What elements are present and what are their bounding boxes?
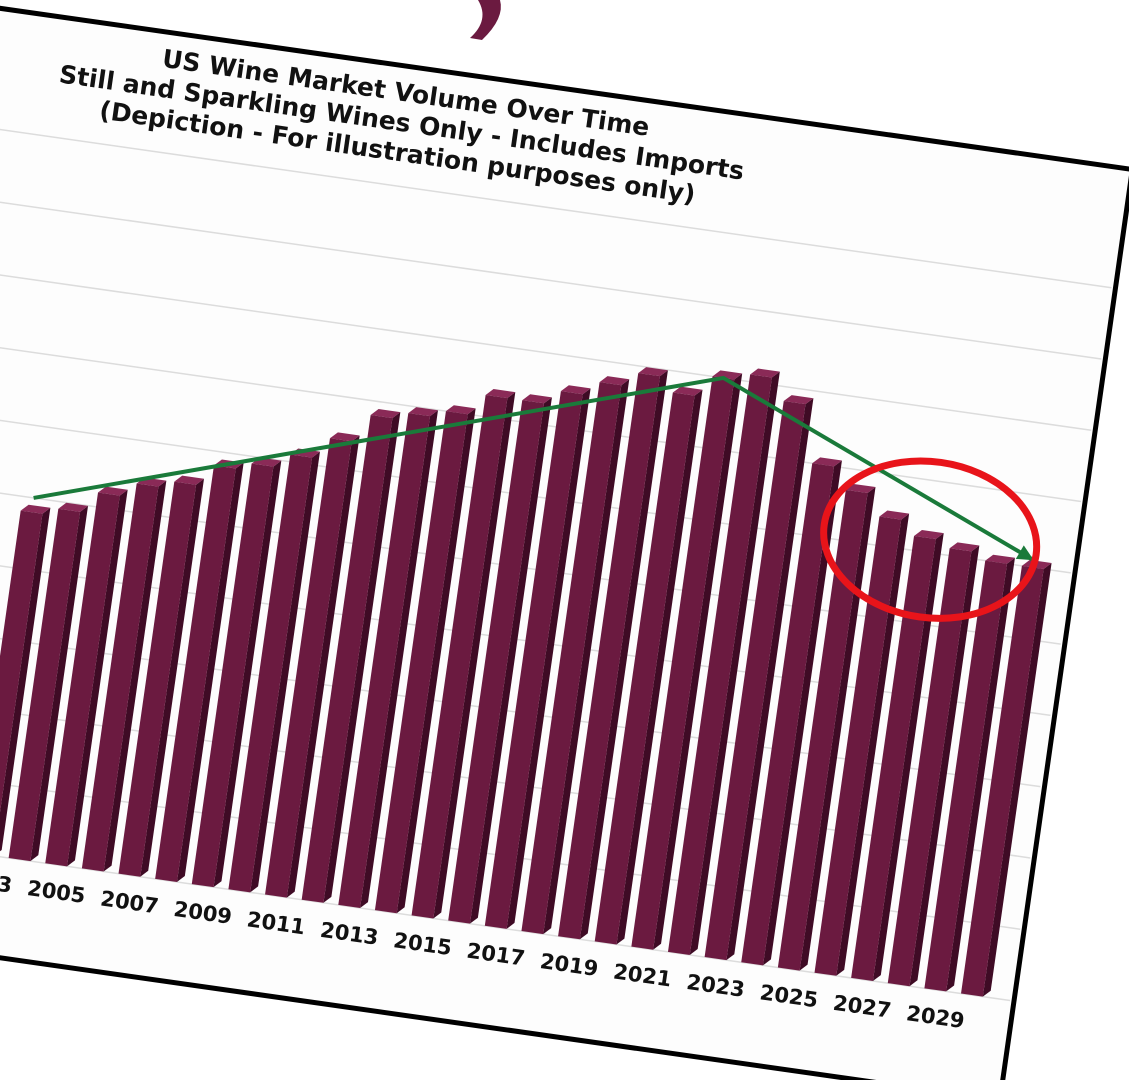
bar [0,510,43,856]
grid-line [0,167,1102,360]
bar-side [872,533,944,982]
bar [851,535,936,982]
bar [45,492,120,867]
bar [191,463,274,888]
bar-side [726,398,814,961]
bar-side [323,412,401,903]
bar-top [812,457,842,467]
bar-side [286,435,360,898]
bar [448,400,545,924]
bar-side [616,389,703,945]
brush-stroke [470,0,501,40]
bar-top [783,395,814,405]
grid-line [0,309,1082,503]
bar-top [445,405,476,415]
bar-top [750,368,780,378]
highlight-circle [820,457,1041,622]
bar-top [672,386,703,396]
bar [484,391,583,929]
bar [81,483,159,872]
bar-top [58,502,89,512]
bar [228,454,313,893]
bar [887,548,972,987]
bar-side [836,513,910,976]
bar [667,374,772,955]
bar [338,413,431,909]
bar-top [879,510,910,520]
bar-top [485,389,516,399]
bar-side [469,397,552,924]
bar-side [213,460,282,888]
bar-top [174,475,205,485]
bar-side [67,489,128,867]
bar [374,411,468,914]
bar-side [176,462,244,882]
bar [741,463,835,966]
bar-side [946,557,1015,992]
bar [8,508,81,862]
bar-side [982,563,1052,997]
bar-side [909,545,980,987]
bar-side [763,460,842,966]
grid-line [0,95,1112,289]
bar [155,465,236,882]
bar-top [408,407,438,417]
bar-top [560,385,591,395]
bar-side [0,507,51,856]
bar [118,481,197,877]
bar [521,382,622,935]
bar-side [543,379,630,935]
bar-side [433,392,516,919]
bar [704,401,806,961]
x-tick-label: 2003 [0,866,14,898]
bar-top [638,367,668,377]
bar-top [522,394,552,404]
bar-side [396,408,476,914]
bar [265,438,352,898]
bar-top [985,554,1015,564]
bar [924,560,1008,992]
trend-line [33,375,1035,563]
bar-side [250,451,320,893]
bar [777,489,868,971]
bar-top [98,486,128,496]
bar-side [689,371,780,955]
bar-top [914,530,944,540]
bar [631,376,735,950]
bar [558,373,661,940]
bar-side [140,478,205,877]
bar [961,565,1044,997]
bar-top [370,409,401,419]
bar-side [799,487,876,971]
grid-line [0,238,1092,432]
bar-side [579,370,668,940]
bar [411,394,508,919]
bar-top [599,376,630,386]
bar [301,414,393,903]
bar-top [845,483,876,493]
bar-top [20,504,51,514]
bar-side [506,388,591,929]
bar-side [653,373,743,950]
bar [814,516,902,976]
trend-arrowhead [1015,545,1034,561]
bar-side [103,480,167,872]
bar-top [329,432,360,442]
bar-side [360,410,438,909]
bar-side [30,505,89,862]
bar [594,392,695,945]
bar-top [949,542,980,552]
